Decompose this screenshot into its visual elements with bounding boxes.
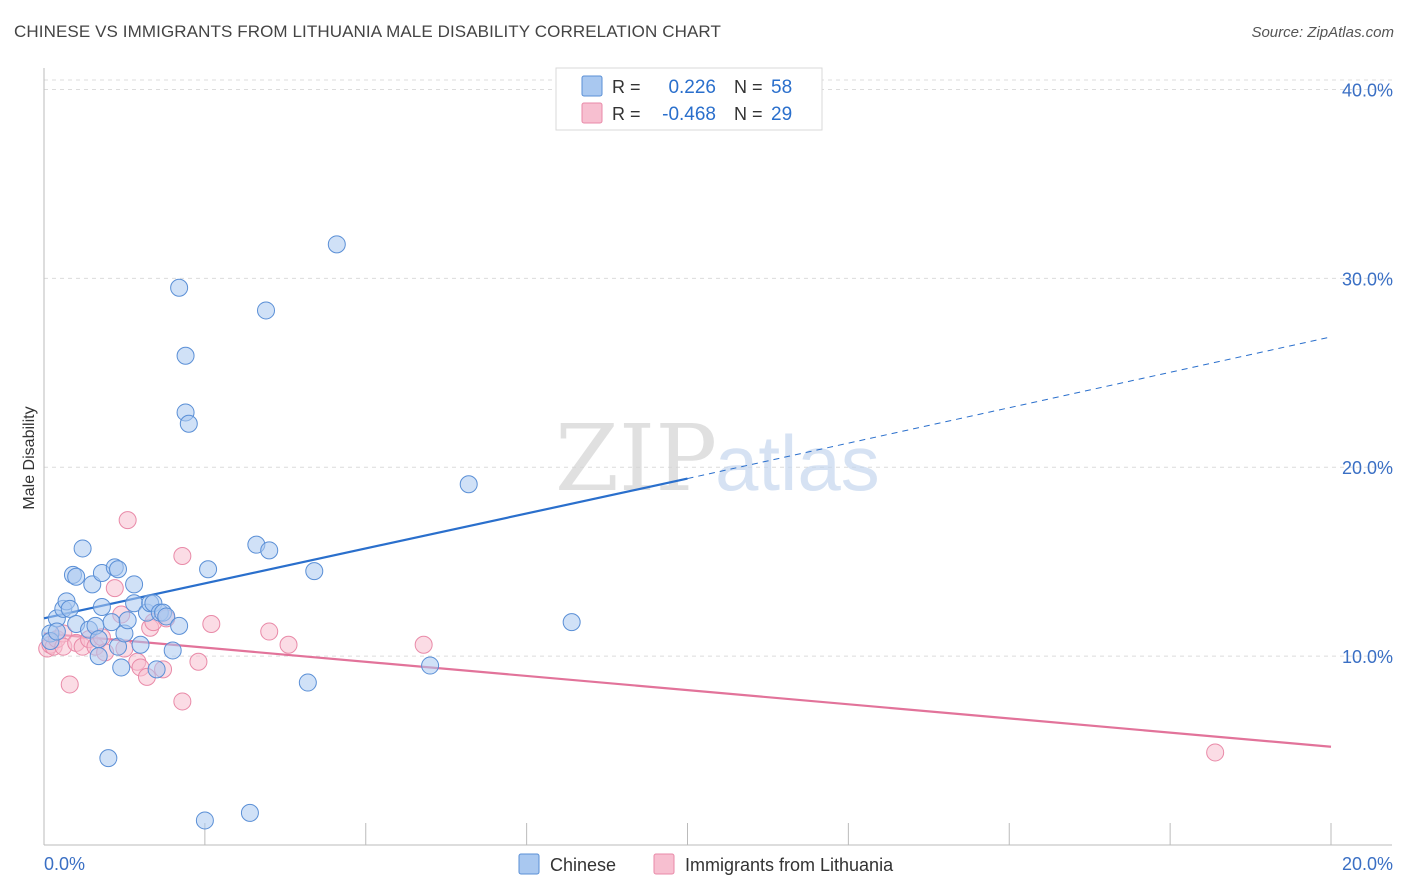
series-legend: Chinese Immigrants from Lithuania: [518, 853, 894, 875]
point-lithuania: [189, 652, 208, 671]
watermark-atlas: atlas: [715, 419, 880, 507]
legend-n-value: 29: [771, 104, 792, 125]
bottom-legend-label-chinese: Chinese: [550, 855, 616, 875]
point-chinese: [147, 660, 166, 679]
data-points: [38, 235, 1225, 830]
y-tick-label: 20.0%: [1342, 458, 1393, 478]
point-lithuania: [118, 511, 137, 530]
trend-lines: [43, 336, 1332, 748]
point-chinese: [60, 599, 79, 618]
point-chinese: [67, 567, 86, 586]
legend-r-label: R =: [612, 104, 641, 124]
point-chinese: [298, 673, 317, 692]
point-chinese: [170, 278, 189, 297]
y-tick-label: 30.0%: [1342, 269, 1393, 289]
y-tick-label: 10.0%: [1342, 647, 1393, 667]
point-lithuania: [279, 635, 298, 654]
point-chinese: [260, 541, 279, 560]
bottom-legend-swatch-lithuania: [653, 853, 675, 875]
legend-n-value: 58: [771, 77, 792, 98]
x-tick-label: 0.0%: [44, 854, 85, 874]
point-chinese: [562, 613, 581, 632]
point-lithuania: [173, 692, 192, 711]
y-axis-label: Male Disability: [21, 406, 38, 509]
point-chinese: [257, 301, 276, 320]
point-chinese: [305, 562, 324, 581]
point-chinese: [89, 630, 108, 649]
point-chinese: [176, 346, 195, 365]
point-chinese: [131, 635, 150, 654]
point-lithuania: [414, 635, 433, 654]
watermark: ZIP atlas: [555, 405, 880, 512]
point-chinese: [125, 575, 144, 594]
chart-title: CHINESE VS IMMIGRANTS FROM LITHUANIA MAL…: [14, 22, 721, 41]
point-chinese: [327, 235, 346, 254]
point-chinese: [240, 803, 259, 822]
gridlines: [44, 79, 1392, 657]
point-chinese: [163, 641, 182, 660]
point-chinese: [459, 475, 478, 494]
legend-swatch-lithuania: [581, 102, 603, 124]
point-chinese: [47, 622, 66, 641]
point-lithuania: [1206, 743, 1225, 762]
legend-swatch-chinese: [581, 75, 603, 97]
point-lithuania: [202, 615, 221, 633]
point-chinese: [109, 560, 128, 579]
correlation-legend: R = 0.226 N = 58 R = -0.468 N = 29: [555, 67, 823, 131]
trend-line-chinese-extrapolated: [687, 336, 1332, 480]
point-lithuania: [173, 547, 192, 565]
legend-n-label: N =: [734, 77, 763, 97]
point-chinese: [112, 658, 131, 677]
point-chinese: [73, 539, 92, 558]
axes: [43, 68, 1392, 846]
trend-line-lithuania: [43, 632, 1332, 748]
point-lithuania: [60, 675, 79, 694]
point-chinese: [89, 647, 108, 666]
point-lithuania: [260, 622, 279, 641]
bottom-legend-label-lithuania: Immigrants from Lithuania: [685, 855, 894, 875]
legend-r-value: 0.226: [668, 77, 716, 98]
y-tick-label: 40.0%: [1342, 80, 1393, 100]
point-chinese: [92, 598, 111, 616]
tick-labels: 10.0% 20.0% 30.0% 40.0% 0.0% 20.0%: [44, 80, 1393, 874]
point-chinese: [118, 611, 137, 630]
legend-r-value: -0.468: [662, 104, 716, 125]
point-chinese: [421, 656, 440, 675]
point-chinese: [179, 414, 198, 433]
point-chinese: [99, 749, 118, 768]
watermark-zip: ZIP: [555, 405, 717, 512]
legend-r-label: R =: [612, 77, 641, 97]
legend-n-label: N =: [734, 104, 763, 124]
source-label: Source: ZipAtlas.com: [1251, 24, 1394, 41]
point-chinese: [199, 560, 218, 579]
x-tick-label: 20.0%: [1342, 854, 1393, 874]
bottom-legend-swatch-chinese: [518, 853, 540, 875]
point-chinese: [195, 811, 214, 830]
point-lithuania: [105, 579, 124, 598]
point-chinese: [170, 616, 189, 635]
point-chinese: [157, 607, 176, 626]
